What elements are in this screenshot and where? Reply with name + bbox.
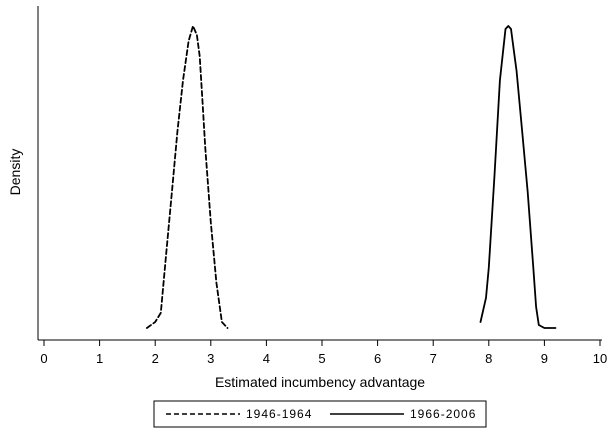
legend-label-1946-1964: 1946-1964 xyxy=(246,407,312,421)
x-tick-label: 0 xyxy=(40,351,47,366)
x-tick-label: 10 xyxy=(593,351,607,366)
x-tick-label: 3 xyxy=(207,351,214,366)
x-tick-label: 8 xyxy=(485,351,492,366)
x-tick-label: 1 xyxy=(96,351,103,366)
legend: 1946-1964 1966-2006 xyxy=(153,400,487,428)
x-tick-label: 9 xyxy=(541,351,548,366)
density-curves xyxy=(146,25,557,329)
x-axis-title: Estimated incumbency advantage xyxy=(215,374,425,390)
legend-items: 1946-1964 1966-2006 xyxy=(166,407,476,421)
x-tick-label: 4 xyxy=(263,351,270,366)
series-line-1946-1964 xyxy=(146,25,229,329)
x-tick-label: 5 xyxy=(318,351,325,366)
series-line-1966-2006 xyxy=(479,25,557,329)
y-axis-title: Density xyxy=(7,149,23,196)
x-tick-label: 6 xyxy=(374,351,381,366)
x-ticks: 0 1 2 3 4 5 6 7 8 9 10 xyxy=(40,340,607,366)
x-tick-label: 7 xyxy=(430,351,437,366)
x-tick-label: 2 xyxy=(152,351,159,366)
legend-label-1966-2006: 1966-2006 xyxy=(410,407,476,421)
